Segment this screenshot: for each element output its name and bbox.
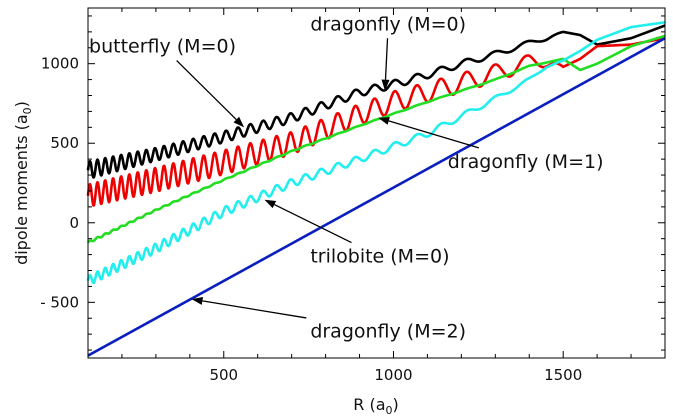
annotation-arrow-head-0: [233, 116, 245, 128]
x-axis-label: R (a0): [353, 395, 399, 417]
series-line-1: [86, 36, 666, 207]
x-tick-label: 500: [209, 366, 238, 384]
annotation-arrow-head-2: [378, 117, 390, 125]
plot-frame: [87, 7, 666, 359]
y-tick-label: 1000: [41, 55, 79, 73]
series-line-3: [86, 21, 666, 285]
annotation-arrow-shaft-0: [176, 60, 237, 121]
annotation-arrow-head-1: [381, 79, 390, 91]
series-line-0: [86, 24, 666, 179]
annotation-label-3: trilobite (M=0): [310, 246, 449, 268]
y-tick-label: - 500: [40, 293, 79, 311]
annotation-arrow-shaft-2: [388, 120, 480, 149]
annotation-arrow-head-3: [264, 199, 277, 209]
series-line-2: [86, 34, 666, 244]
annotation-label-1: dragonfly (M=0): [310, 13, 466, 35]
series-layer: [86, 21, 666, 357]
annotation-arrow-shaft-1: [384, 38, 389, 80]
y-tick-label: 500: [50, 134, 79, 152]
y-axis-label: dipole moments (a0): [12, 101, 34, 265]
annotation-label-4: dragonfly (M=2): [310, 320, 466, 342]
annotation-label-2: dragonfly (M=1): [448, 151, 604, 173]
annotation-arrow-head-4: [191, 296, 204, 305]
annotation-label-0: butterfly (M=0): [89, 36, 236, 58]
x-tick-label: 1500: [544, 366, 582, 384]
annotation-arrow-shaft-4: [202, 300, 307, 319]
y-tick-labels: - 500 0 500 1000: [40, 55, 79, 312]
x-tick-labels: 500 1000 1500: [209, 366, 582, 384]
minor-ticks: [87, 8, 666, 358]
series-line-4: [87, 37, 666, 357]
major-ticks: [88, 8, 665, 358]
y-tick-label: 0: [69, 214, 79, 232]
x-tick-label: 1000: [374, 366, 412, 384]
annotations: butterfly (M=0) dragonfly (M=0) dragonfly …: [89, 13, 603, 342]
annotation-arrow-shaft-3: [274, 203, 352, 244]
